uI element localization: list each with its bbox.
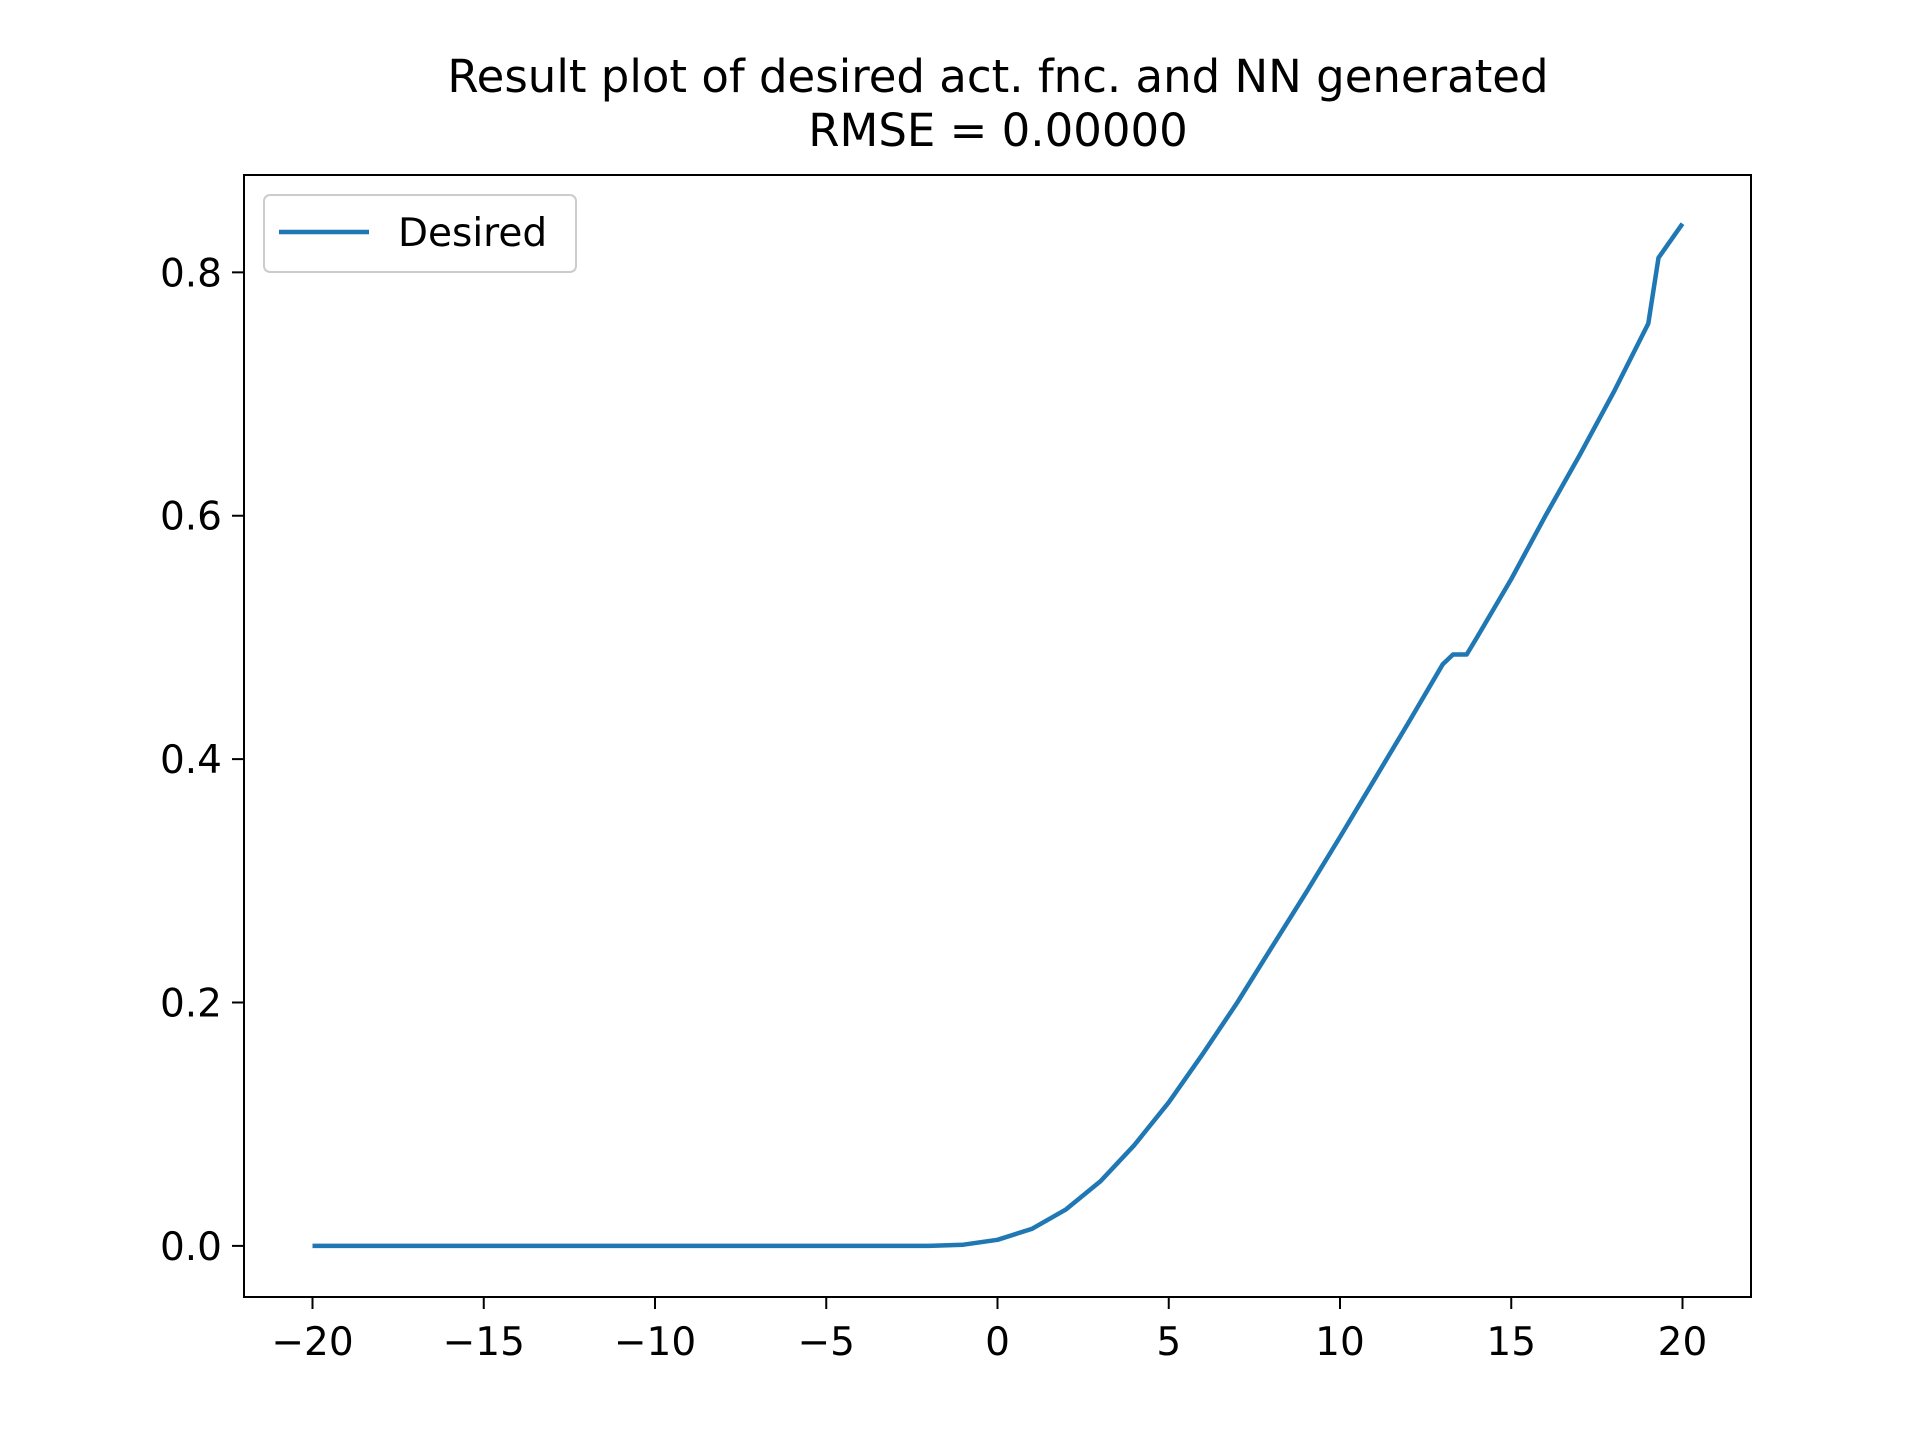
y-tick-label: 0.4 — [160, 738, 222, 783]
x-tick-label: 5 — [1156, 1320, 1181, 1365]
chart-subtitle: RMSE = 0.00000 — [808, 104, 1188, 157]
x-tick-label: 15 — [1486, 1320, 1536, 1365]
plot-area — [312, 222, 1685, 1249]
x-tick-label: 20 — [1658, 1320, 1708, 1365]
axes-frame — [243, 174, 1752, 1298]
y-axis: 0.0 0.2 0.4 0.6 0.8 — [160, 251, 244, 1270]
x-tick-label: −15 — [443, 1320, 525, 1365]
y-tick-label: 0.6 — [160, 495, 222, 540]
legend-label-desired: Desired — [398, 211, 547, 256]
x-axis: −20 −15 −10 −5 0 5 10 15 20 — [271, 1297, 1707, 1365]
x-tick-label: −20 — [271, 1320, 353, 1365]
x-tick-label: 10 — [1315, 1320, 1365, 1365]
x-tick-label: 0 — [985, 1320, 1010, 1365]
series-line-desired — [312, 222, 1685, 1249]
legend-box — [263, 194, 577, 273]
x-tick-label: −5 — [798, 1320, 856, 1365]
y-tick-label: 0.0 — [160, 1225, 222, 1270]
x-tick-label: −10 — [614, 1320, 696, 1365]
chart-title: Result plot of desired act. fnc. and NN … — [447, 50, 1548, 103]
legend: Desired — [263, 194, 577, 273]
y-tick-label: 0.8 — [160, 251, 222, 296]
y-tick-label: 0.2 — [160, 982, 222, 1027]
